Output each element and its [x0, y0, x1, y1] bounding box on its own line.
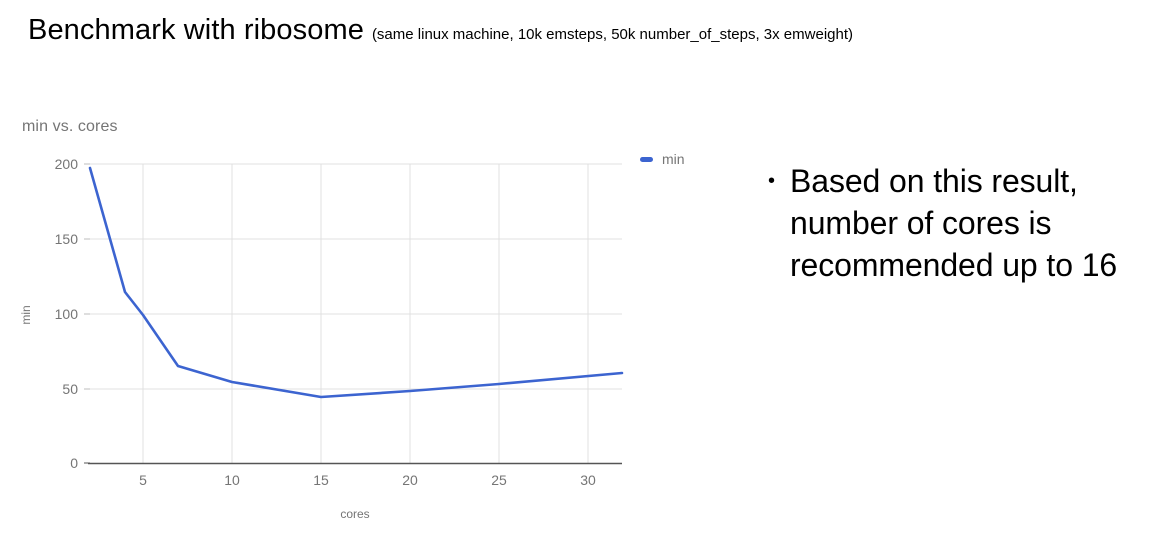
chart-legend[interactable]: min	[640, 152, 685, 166]
y-axis-ticks	[84, 163, 90, 464]
y-axis-tick-labels: 200 150 100 50 0	[55, 156, 79, 471]
legend-label-min: min	[662, 151, 685, 167]
series-min-line	[88, 166, 624, 399]
slide-title: Benchmark with ribosome (same linux mach…	[28, 12, 1128, 48]
x-axis-tick-labels: 5 10 15 20 25 30	[139, 472, 596, 488]
x-axis-title: cores	[340, 507, 369, 521]
chart-title: min vs. cores	[22, 118, 118, 135]
y-tick-50: 50	[62, 381, 78, 397]
bullet-marker-icon: •	[768, 170, 776, 192]
y-tick-200: 200	[55, 156, 79, 172]
bullet-list-item: • Based on this result, number of cores …	[768, 160, 1142, 286]
y-axis-title: min	[19, 305, 33, 324]
x-tick-30: 30	[580, 472, 596, 488]
x-tick-5: 5	[139, 472, 147, 488]
legend-swatch-min-icon	[640, 156, 653, 162]
horizontal-gridlines	[90, 163, 622, 390]
bullet-text: Based on this result, number of cores is…	[790, 163, 1118, 283]
y-tick-150: 150	[55, 231, 79, 247]
chart-container[interactable]: min vs. cores	[0, 100, 730, 540]
y-tick-100: 100	[55, 306, 79, 322]
x-tick-15: 15	[313, 472, 329, 488]
bullet-panel: • Based on this result, number of cores …	[768, 160, 1142, 286]
chart-plot-area[interactable]: 200 150 100 50 0 5 10 15 20 25 30 cores …	[0, 100, 730, 540]
slide-title-subtitle: (same linux machine, 10k emsteps, 50k nu…	[371, 26, 853, 43]
line-chart-svg: 200 150 100 50 0 5 10 15 20 25 30 cores …	[19, 156, 624, 521]
x-tick-25: 25	[491, 472, 507, 488]
x-tick-10: 10	[224, 472, 240, 488]
x-tick-20: 20	[402, 472, 418, 488]
slide-title-main: Benchmark with ribosome	[28, 14, 364, 46]
y-tick-0: 0	[70, 455, 78, 471]
